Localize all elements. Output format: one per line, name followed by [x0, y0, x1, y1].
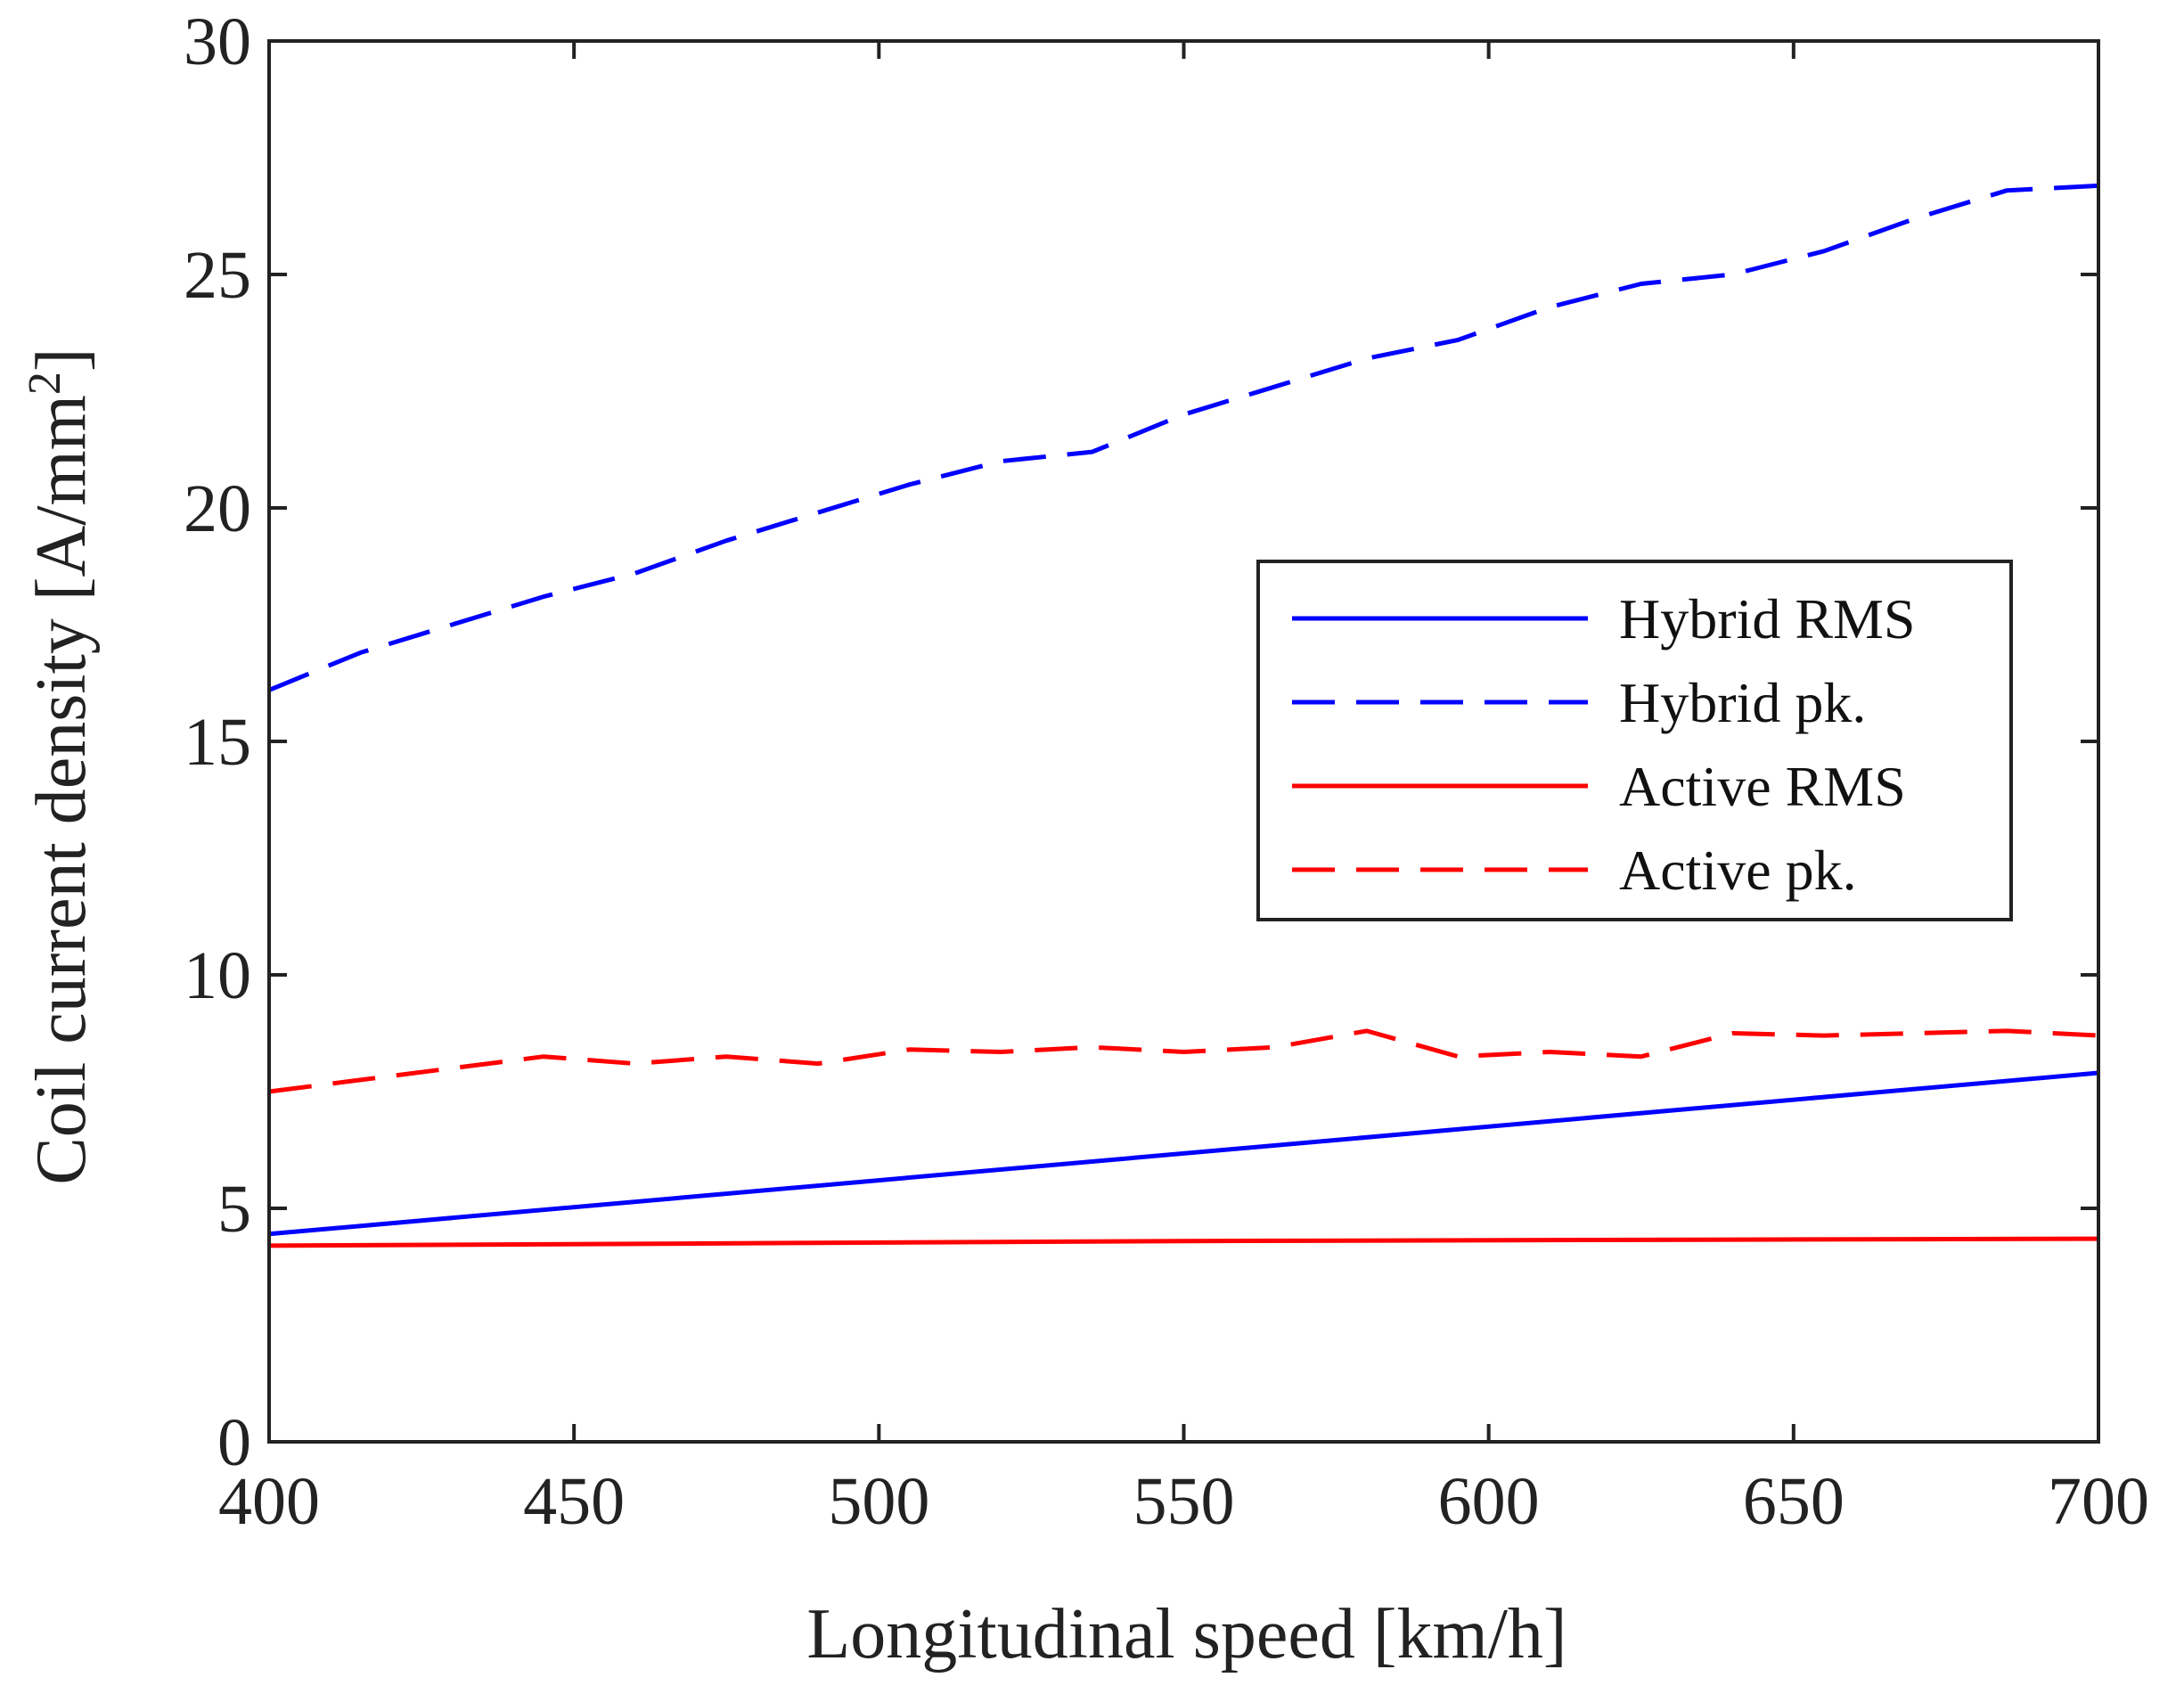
series-line-active-rms: [268, 1236, 2099, 1248]
ticks-layer: 400 450 500 550 600 650 700 0 5 10 15 20 25 30: [184, 4, 2149, 1539]
y-axis-title-superscript: 2: [20, 372, 70, 395]
legend-label: Active RMS: [1619, 755, 1906, 818]
y-tick-label: 15: [184, 705, 251, 780]
y-tick-label: 0: [217, 1405, 251, 1480]
y-tick-label: 30: [184, 4, 251, 79]
x-tick-label: 700: [2048, 1464, 2149, 1539]
legend-label: Active pk.: [1619, 839, 1857, 902]
x-tick-label: 550: [1133, 1464, 1235, 1539]
x-tick-label: 650: [1743, 1464, 1845, 1539]
series-line-active-pk: [268, 1028, 2099, 1094]
y-tick-label: 25: [184, 238, 251, 313]
x-tick-label: 450: [523, 1464, 625, 1539]
x-axis-title: Longitudinal speed [km/h]: [806, 1595, 1566, 1673]
y-axis-title-end: ]: [22, 348, 101, 372]
series-line-hybrid-pk: [268, 183, 2099, 692]
legend-box: [1256, 560, 2013, 921]
y-tick-label: 5: [217, 1172, 251, 1247]
x-tick-label: 500: [828, 1464, 929, 1539]
y-axis-title: Coil current density [A/mm2]: [20, 348, 102, 1184]
y-tick-label: 10: [184, 938, 251, 1013]
plot-frame: [267, 39, 2100, 1444]
legend-label: Hybrid RMS: [1619, 587, 1916, 651]
x-tick-label: 400: [218, 1464, 320, 1539]
series-layer: [268, 183, 2099, 1248]
legend: Hybrid RMS Hybrid pk. Active RMS Active pk.: [1256, 560, 2013, 921]
y-tick-label: 20: [184, 471, 251, 546]
x-tick-label: 600: [1438, 1464, 1540, 1539]
legend-label: Hybrid pk.: [1619, 671, 1866, 734]
series-line-hybrid-rms: [268, 1070, 2099, 1237]
y-axis-title-main: Coil current density [A/mm: [22, 395, 101, 1185]
